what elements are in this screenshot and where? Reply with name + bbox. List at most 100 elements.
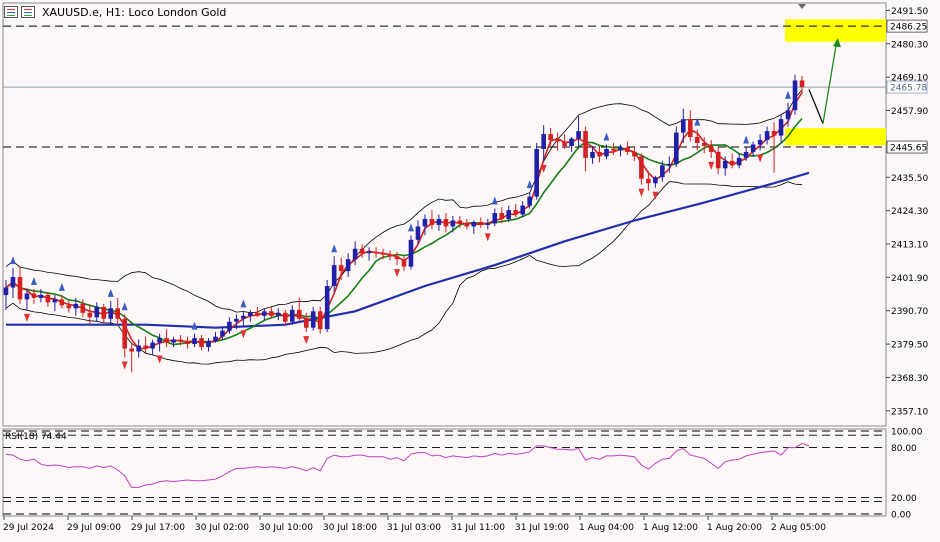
bollinger-upper-band <box>5 89 803 314</box>
candle-body <box>736 157 742 166</box>
candle-body <box>694 137 700 144</box>
candle-body <box>520 205 526 215</box>
chart-window-icon[interactable] <box>4 6 18 18</box>
candle-body <box>674 132 679 164</box>
fractal-up-marker <box>785 90 792 99</box>
candle-body <box>331 265 337 286</box>
fractal-up-marker <box>9 256 16 265</box>
fractal-up-marker <box>191 321 198 330</box>
candle-body <box>408 239 414 267</box>
candle-body <box>513 210 519 215</box>
candle-body <box>527 196 532 206</box>
candle-body <box>415 226 421 240</box>
x-tick-label: 30 Jul 18:00 <box>323 523 377 533</box>
x-tick-label: 1 Aug 04:00 <box>579 523 634 533</box>
x-tick-label: 30 Jul 02:00 <box>195 523 249 533</box>
candle-body <box>450 220 456 227</box>
candle-body <box>778 119 784 136</box>
candle-body <box>52 299 58 303</box>
y-tick-label: 2424.30 <box>891 207 928 217</box>
candle-body <box>129 348 134 352</box>
candle-body <box>569 138 574 146</box>
x-tick-label: 2 Aug 05:00 <box>771 523 826 533</box>
y-tick-label: 2357.10 <box>891 407 928 417</box>
candle-body <box>387 254 393 257</box>
candle-body <box>757 140 763 145</box>
candle-body <box>506 210 512 219</box>
candle-body <box>562 141 567 146</box>
fractal-down-marker <box>757 154 764 163</box>
candle-body <box>373 251 379 254</box>
candle-body <box>541 134 546 149</box>
candle-body <box>764 131 770 141</box>
fractal-down-marker <box>23 313 30 322</box>
candle-body <box>799 80 805 88</box>
y-tick-label: 2379.50 <box>891 341 928 351</box>
fractal-up-marker <box>526 180 533 189</box>
y-tick-label: 2390.70 <box>891 307 928 317</box>
candle-body <box>24 293 30 300</box>
fractal-up-marker <box>240 299 247 308</box>
candle-body <box>171 339 176 343</box>
candle-body <box>604 148 609 157</box>
candle-body <box>3 287 9 295</box>
candle-body <box>38 294 44 298</box>
rsi-tick-label: 100.00 <box>891 428 923 438</box>
x-tick-label: 1 Aug 12:00 <box>643 523 698 533</box>
candle-body <box>499 213 505 219</box>
x-tick-label: 1 Aug 20:00 <box>707 523 762 533</box>
projection-pullback-line <box>808 89 824 124</box>
x-tick-label: 30 Jul 10:00 <box>259 523 313 533</box>
fractal-down-marker <box>303 336 310 345</box>
candle-body <box>227 321 232 331</box>
candle-body <box>687 119 693 138</box>
candle-body <box>429 218 435 225</box>
candle-body <box>485 223 491 225</box>
candle-body <box>492 213 498 224</box>
candle-body <box>639 156 644 179</box>
candle-body <box>73 303 79 309</box>
y-tick-label: 2401.90 <box>891 274 928 284</box>
candle-body <box>366 251 372 254</box>
y-tick-label: 2368.30 <box>891 374 928 384</box>
rsi-plot-frame <box>2 428 887 517</box>
candle-body <box>680 119 686 133</box>
candle-body <box>94 306 100 318</box>
candle-body <box>276 312 281 316</box>
candle-body <box>317 311 323 330</box>
candle-body <box>31 293 37 298</box>
fractal-up-marker <box>603 132 610 141</box>
y-tick-label: 2480.30 <box>891 40 928 50</box>
candle-body <box>80 303 86 313</box>
fractal-down-marker <box>708 161 715 170</box>
candle-body <box>785 110 791 120</box>
candle-body <box>45 294 51 303</box>
current-price-label: 2465.78 <box>890 84 927 94</box>
candle-body <box>338 265 344 272</box>
x-tick-label: 29 Jul 17:00 <box>131 523 185 533</box>
fractal-up-marker <box>121 302 128 311</box>
candle-body <box>359 248 365 254</box>
candle-body <box>478 221 484 225</box>
candle-body <box>213 336 218 342</box>
sma-slow-line <box>6 171 810 329</box>
fractal-up-marker <box>30 276 37 285</box>
candle-body <box>394 256 400 260</box>
candle-body <box>10 277 16 288</box>
rsi-tick-label: 20.00 <box>891 494 917 504</box>
candle-body <box>576 131 581 139</box>
x-tick-label: 29 Jul 2024 <box>3 523 54 533</box>
candle-body <box>296 309 302 319</box>
rsi-line <box>5 442 810 488</box>
candle-body <box>743 151 749 158</box>
chart-title: XAUUSD.e, H1: Loco London Gold <box>42 6 226 19</box>
candle-body <box>178 339 183 342</box>
candle-body <box>157 338 162 343</box>
instrument-name: Loco London Gold <box>128 5 227 19</box>
y-tick-label: 2413.10 <box>891 240 928 250</box>
fractal-down-marker <box>394 269 401 278</box>
chart-window-icon[interactable] <box>21 6 35 18</box>
fractal-up-marker <box>694 117 701 126</box>
candle-body <box>729 160 735 166</box>
projection-arrow-line <box>822 40 838 124</box>
